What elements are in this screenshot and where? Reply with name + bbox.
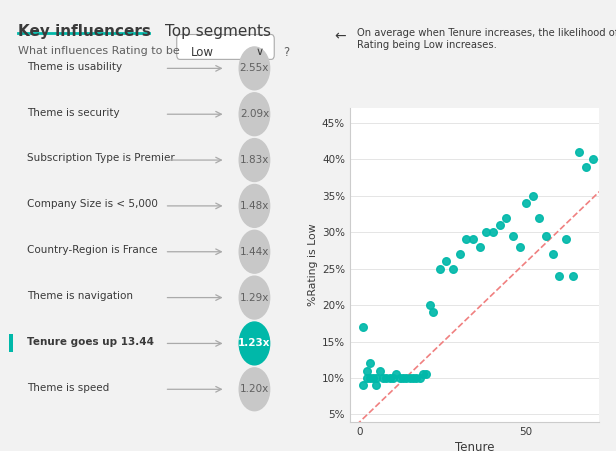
Point <box>392 371 402 378</box>
Point <box>415 374 424 382</box>
Text: Company Size is < 5,000: Company Size is < 5,000 <box>28 199 158 209</box>
Text: 1.48x: 1.48x <box>240 201 269 211</box>
Text: Country-Region is France: Country-Region is France <box>28 245 158 255</box>
Text: ←: ← <box>334 30 346 44</box>
FancyBboxPatch shape <box>9 334 13 352</box>
Text: 2.09x: 2.09x <box>240 109 269 119</box>
Point <box>468 236 478 243</box>
Circle shape <box>239 93 270 136</box>
Circle shape <box>239 184 270 227</box>
Point <box>508 232 518 239</box>
Point <box>548 250 557 258</box>
Point <box>528 192 538 199</box>
Point <box>421 371 431 378</box>
Point <box>425 301 435 308</box>
Point <box>514 243 524 250</box>
Point <box>521 199 531 207</box>
Point <box>411 374 421 382</box>
Point <box>381 374 391 382</box>
Text: Theme is security: Theme is security <box>28 107 120 118</box>
Circle shape <box>239 47 270 90</box>
Point <box>375 367 385 374</box>
Text: ∨: ∨ <box>256 47 264 57</box>
Point <box>395 374 405 382</box>
Text: ?: ? <box>283 46 290 59</box>
Circle shape <box>239 322 270 365</box>
Point <box>495 221 505 229</box>
Text: Theme is speed: Theme is speed <box>28 382 110 392</box>
Point <box>368 374 378 382</box>
Text: 1.83x: 1.83x <box>240 155 269 165</box>
Point <box>408 374 418 382</box>
Circle shape <box>239 368 270 411</box>
Point <box>359 382 368 389</box>
Point <box>535 214 545 221</box>
Point <box>398 374 408 382</box>
Point <box>455 250 464 258</box>
X-axis label: Tenure: Tenure <box>455 441 495 451</box>
Point <box>561 236 571 243</box>
Text: 2.55x: 2.55x <box>240 64 269 74</box>
Point <box>371 374 381 382</box>
Point <box>554 272 564 280</box>
Point <box>448 265 458 272</box>
Text: Theme is navigation: Theme is navigation <box>28 291 134 301</box>
Point <box>371 382 381 389</box>
Text: Key influencers: Key influencers <box>18 24 151 39</box>
Text: 1.23x: 1.23x <box>238 338 270 349</box>
Text: On average when Tenure increases, the likelihood of: On average when Tenure increases, the li… <box>357 28 616 38</box>
Point <box>435 265 445 272</box>
FancyBboxPatch shape <box>177 35 274 60</box>
Point <box>385 374 395 382</box>
Circle shape <box>239 276 270 319</box>
Point <box>359 323 368 331</box>
Text: Rating being Low increases.: Rating being Low increases. <box>357 40 497 50</box>
Point <box>442 258 452 265</box>
Point <box>428 309 438 316</box>
Point <box>488 229 498 236</box>
Text: What influences Rating to be: What influences Rating to be <box>18 46 180 56</box>
Point <box>405 374 415 382</box>
Text: Subscription Type is Premier: Subscription Type is Premier <box>28 153 175 163</box>
Point <box>568 272 578 280</box>
Text: Top segments: Top segments <box>164 24 270 39</box>
Point <box>365 360 375 367</box>
Circle shape <box>239 230 270 273</box>
Point <box>388 374 398 382</box>
Point <box>402 374 411 382</box>
Point <box>581 163 591 170</box>
Circle shape <box>239 138 270 181</box>
Y-axis label: %Rating is Low: %Rating is Low <box>308 224 318 306</box>
Point <box>475 243 485 250</box>
Point <box>418 371 428 378</box>
Text: Low: Low <box>190 46 214 59</box>
Point <box>541 232 551 239</box>
Point <box>575 148 585 156</box>
Point <box>378 374 388 382</box>
Point <box>362 374 371 382</box>
Point <box>461 236 471 243</box>
Point <box>365 374 375 382</box>
Text: 1.44x: 1.44x <box>240 247 269 257</box>
Point <box>588 156 598 163</box>
Point <box>481 229 491 236</box>
Text: Theme is usability: Theme is usability <box>28 62 123 72</box>
Text: 1.20x: 1.20x <box>240 384 269 394</box>
Text: Tenure goes up 13.44: Tenure goes up 13.44 <box>28 337 155 347</box>
Text: 1.29x: 1.29x <box>240 293 269 303</box>
Point <box>362 367 371 374</box>
Point <box>501 214 511 221</box>
